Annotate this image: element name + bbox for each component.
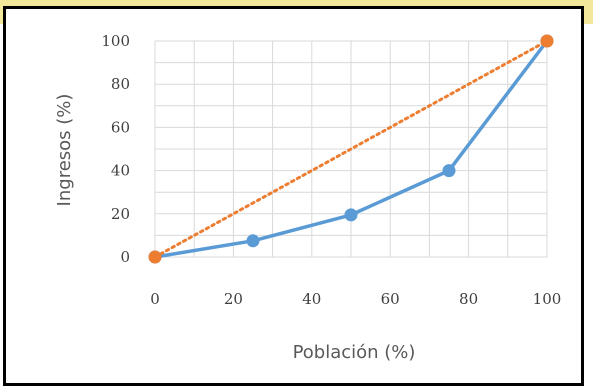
series-2-point [540,34,554,48]
y-tick-label: 40 [111,162,130,180]
y-tick-label: 80 [111,75,130,93]
series-1-point [246,234,260,248]
series-2-point [148,250,162,264]
y-tick-label: 0 [120,248,130,266]
x-tick-label: 40 [302,290,321,308]
grid [154,40,548,258]
y-tick-label: 100 [101,32,130,50]
series-2-line [153,39,549,259]
chart-frame [3,6,584,386]
x-tick-label: 80 [459,290,478,308]
series-1-point [344,208,358,222]
tick-labels: 0 20 40 60 80 100 0 20 40 60 80 100 [101,32,561,308]
x-axis-title: Población (%) [293,342,416,363]
x-tick-label: 60 [381,290,400,308]
series-1-point [442,164,456,178]
x-tick-label: 20 [224,290,243,308]
x-tick-label: 100 [533,290,562,308]
y-tick-label: 60 [111,118,130,136]
y-axis-title: Ingresos (%) [54,94,75,207]
y-tick-label: 20 [111,205,130,223]
series-layer [148,34,554,264]
x-tick-label: 0 [150,290,160,308]
